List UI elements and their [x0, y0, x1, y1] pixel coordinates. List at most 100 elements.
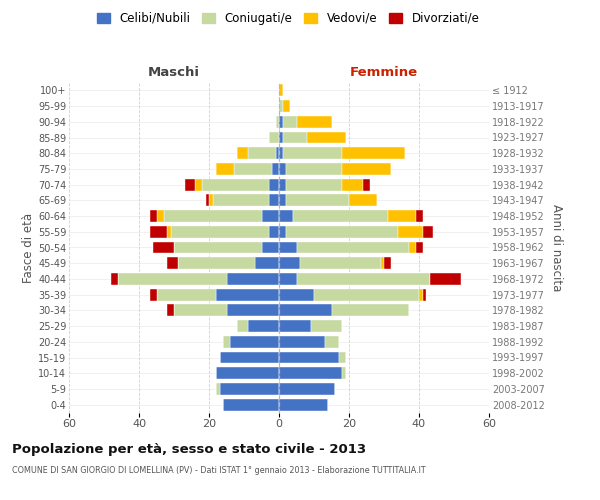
Bar [296, 242, 409, 254]
Bar [248, 320, 279, 332]
Bar [149, 226, 167, 237]
Bar [269, 132, 279, 143]
Bar [223, 336, 230, 347]
Bar [174, 242, 262, 254]
Bar [279, 132, 283, 143]
Bar [216, 368, 279, 379]
Bar [237, 148, 248, 159]
Bar [279, 258, 300, 269]
Bar [230, 336, 279, 347]
Bar [216, 383, 220, 395]
Bar [262, 210, 279, 222]
Bar [212, 194, 269, 206]
Bar [311, 320, 342, 332]
Bar [342, 148, 405, 159]
Bar [279, 100, 283, 112]
Bar [296, 116, 331, 128]
Text: COMUNE DI SAN GIORGIO DI LOMELLINA (PV) - Dati ISTAT 1° gennaio 2013 - Elaborazi: COMUNE DI SAN GIORGIO DI LOMELLINA (PV) … [12, 466, 425, 475]
Bar [279, 179, 286, 190]
Bar [283, 116, 296, 128]
Bar [149, 210, 157, 222]
Bar [286, 194, 349, 206]
Y-axis label: Anni di nascita: Anni di nascita [550, 204, 563, 291]
Bar [170, 226, 269, 237]
Bar [163, 210, 262, 222]
Bar [286, 163, 342, 175]
Bar [275, 148, 279, 159]
Bar [254, 258, 279, 269]
Bar [409, 242, 415, 254]
Bar [419, 289, 422, 300]
Bar [279, 226, 286, 237]
Bar [153, 242, 174, 254]
Text: Femmine: Femmine [350, 66, 418, 80]
Text: Popolazione per età, sesso e stato civile - 2013: Popolazione per età, sesso e stato civil… [12, 442, 366, 456]
Bar [342, 163, 391, 175]
Bar [314, 289, 419, 300]
Bar [149, 289, 157, 300]
Bar [167, 258, 178, 269]
Bar [388, 210, 415, 222]
Bar [307, 132, 346, 143]
Bar [272, 163, 279, 175]
Bar [275, 116, 279, 128]
Bar [380, 258, 384, 269]
Bar [422, 226, 433, 237]
Bar [279, 352, 338, 364]
Bar [167, 304, 174, 316]
Bar [349, 194, 377, 206]
Bar [283, 132, 307, 143]
Bar [283, 148, 342, 159]
Bar [118, 273, 227, 285]
Bar [279, 163, 286, 175]
Bar [227, 273, 279, 285]
Bar [269, 226, 279, 237]
Bar [279, 368, 342, 379]
Bar [262, 242, 279, 254]
Bar [415, 242, 422, 254]
Bar [325, 336, 338, 347]
Bar [338, 352, 346, 364]
Bar [279, 148, 283, 159]
Bar [216, 163, 233, 175]
Bar [279, 242, 296, 254]
Bar [174, 304, 227, 316]
Bar [363, 179, 370, 190]
Bar [237, 320, 248, 332]
Bar [384, 258, 391, 269]
Bar [342, 179, 363, 190]
Bar [205, 194, 209, 206]
Bar [286, 179, 342, 190]
Bar [331, 304, 409, 316]
Bar [300, 258, 380, 269]
Legend: Celibi/Nubili, Coniugati/e, Vedovi/e, Divorziati/e: Celibi/Nubili, Coniugati/e, Vedovi/e, Di… [93, 8, 483, 28]
Bar [223, 398, 279, 410]
Bar [279, 336, 325, 347]
Bar [220, 383, 279, 395]
Bar [296, 273, 430, 285]
Bar [415, 210, 422, 222]
Text: Maschi: Maschi [148, 66, 200, 80]
Bar [430, 273, 461, 285]
Bar [279, 116, 283, 128]
Bar [279, 84, 283, 96]
Bar [202, 179, 269, 190]
Bar [167, 226, 170, 237]
Y-axis label: Fasce di età: Fasce di età [22, 212, 35, 282]
Bar [422, 289, 426, 300]
Bar [279, 320, 311, 332]
Bar [227, 304, 279, 316]
Bar [279, 194, 286, 206]
Bar [216, 289, 279, 300]
Bar [195, 179, 202, 190]
Bar [279, 289, 314, 300]
Bar [279, 398, 328, 410]
Bar [279, 383, 335, 395]
Bar [279, 273, 296, 285]
Bar [157, 210, 163, 222]
Bar [220, 352, 279, 364]
Bar [283, 100, 290, 112]
Bar [269, 179, 279, 190]
Bar [398, 226, 422, 237]
Bar [293, 210, 388, 222]
